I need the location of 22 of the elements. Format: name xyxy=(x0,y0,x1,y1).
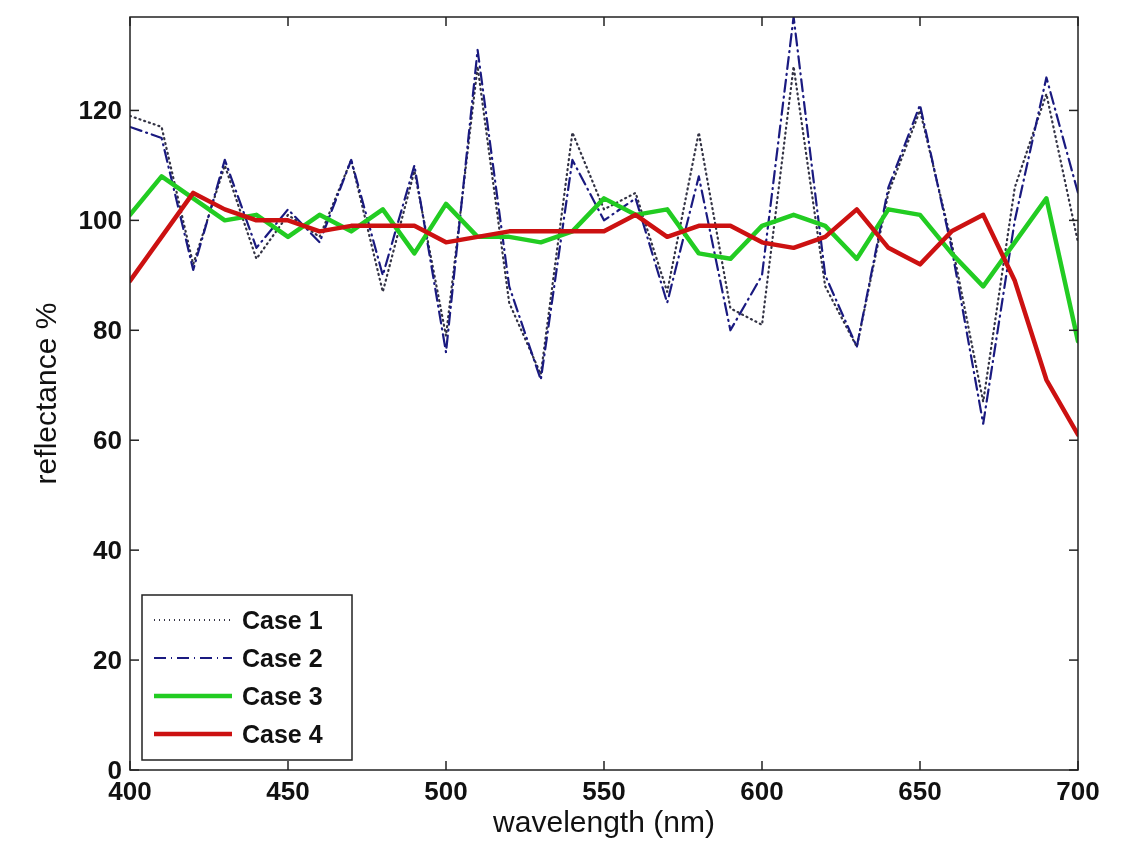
line-series xyxy=(130,65,1078,403)
y-tick-label: 60 xyxy=(93,425,122,456)
y-axis-title: reflectance % xyxy=(29,302,62,485)
line-series xyxy=(130,174,1078,344)
y-tick-label: 120 xyxy=(78,95,122,126)
legend-label: Case 3 xyxy=(242,682,323,710)
line-series xyxy=(130,190,1078,437)
legend-label: Case 4 xyxy=(242,720,323,748)
x-tick-label: 450 xyxy=(266,776,310,806)
y-tick-label: 100 xyxy=(78,205,122,236)
y-tick-label: 40 xyxy=(93,535,122,566)
y-tick-label: 20 xyxy=(93,645,122,676)
x-tick-label: 650 xyxy=(898,776,942,806)
y-tick-label: 80 xyxy=(93,315,122,346)
line-series xyxy=(130,17,1078,425)
legend-label: Case 1 xyxy=(242,606,323,634)
x-axis-title: wavelength (nm) xyxy=(492,805,715,838)
x-tick-label: 550 xyxy=(582,776,626,806)
legend-label: Case 2 xyxy=(242,644,323,672)
x-tick-label: 600 xyxy=(740,776,784,806)
x-tick-label: 700 xyxy=(1056,776,1100,806)
x-tick-label: 500 xyxy=(424,776,468,806)
